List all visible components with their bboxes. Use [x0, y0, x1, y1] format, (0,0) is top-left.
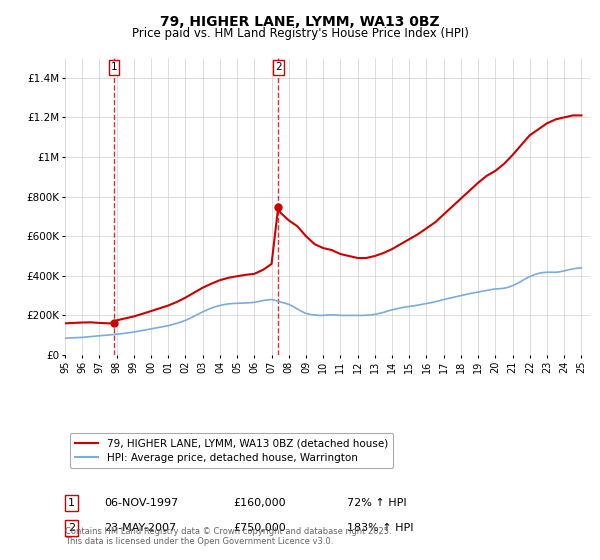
Text: 79, HIGHER LANE, LYMM, WA13 0BZ: 79, HIGHER LANE, LYMM, WA13 0BZ: [160, 15, 440, 29]
Text: £750,000: £750,000: [233, 523, 286, 533]
Text: 23-MAY-2007: 23-MAY-2007: [104, 523, 176, 533]
Text: £160,000: £160,000: [233, 498, 286, 508]
Legend: 79, HIGHER LANE, LYMM, WA13 0BZ (detached house), HPI: Average price, detached h: 79, HIGHER LANE, LYMM, WA13 0BZ (detache…: [70, 433, 393, 468]
Text: 2: 2: [275, 63, 281, 72]
Text: 06-NOV-1997: 06-NOV-1997: [104, 498, 178, 508]
Text: 1: 1: [68, 498, 75, 508]
Text: 1: 1: [111, 63, 118, 72]
Text: 183% ↑ HPI: 183% ↑ HPI: [347, 523, 413, 533]
Text: Price paid vs. HM Land Registry's House Price Index (HPI): Price paid vs. HM Land Registry's House …: [131, 27, 469, 40]
Text: Contains HM Land Registry data © Crown copyright and database right 2025.
This d: Contains HM Land Registry data © Crown c…: [65, 526, 392, 546]
Text: 2: 2: [68, 523, 75, 533]
Text: 72% ↑ HPI: 72% ↑ HPI: [347, 498, 407, 508]
